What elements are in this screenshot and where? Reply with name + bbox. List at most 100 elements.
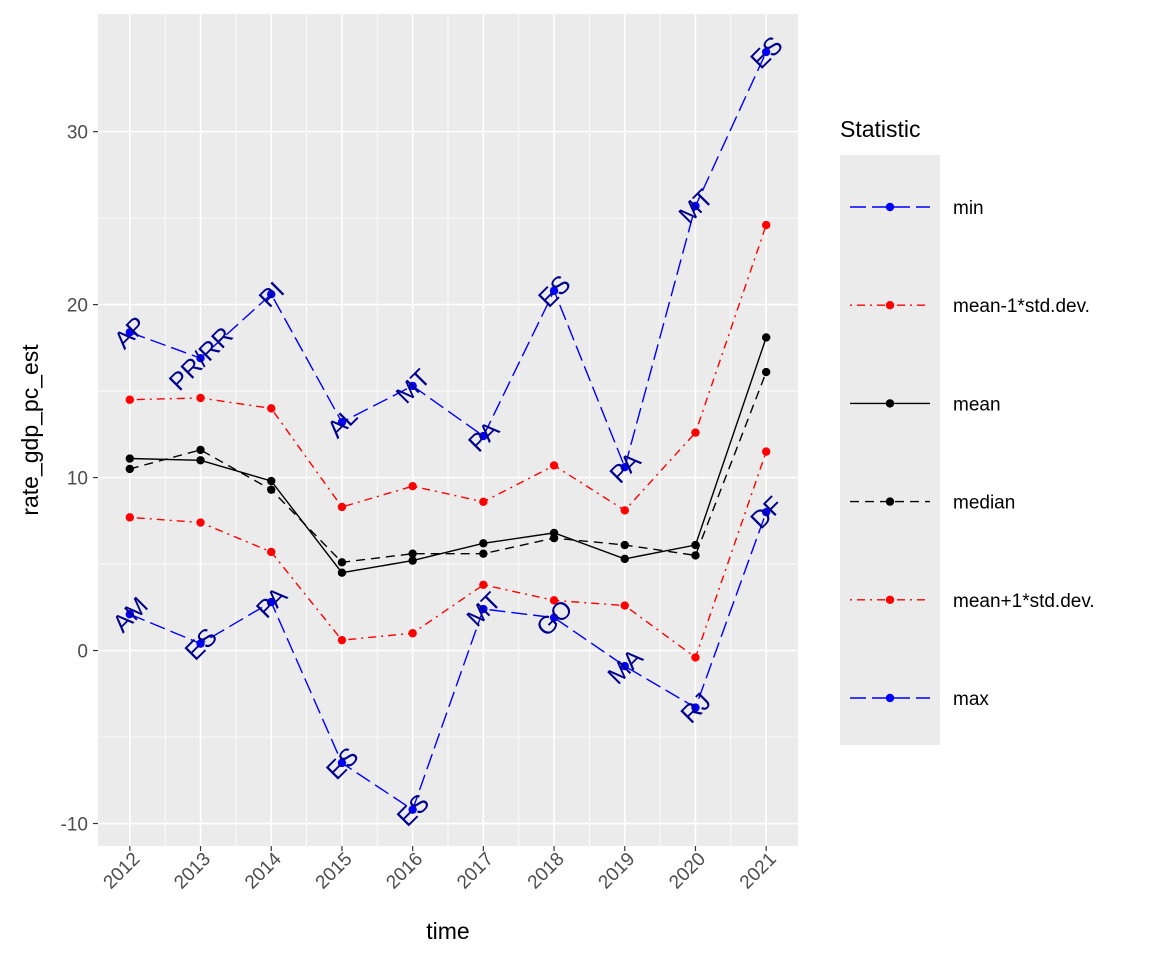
data-point-max <box>125 328 135 337</box>
data-point-mean-1-std-dev <box>267 547 276 557</box>
data-point-max <box>196 354 205 363</box>
legend: Statistic min mean-1*std.dev. mean median me… <box>840 116 1095 745</box>
data-point-mean <box>125 454 135 463</box>
data-point-max <box>620 462 629 472</box>
legend-label-min: min <box>953 198 984 219</box>
data-point-min <box>620 661 629 671</box>
data-point-median <box>479 549 488 558</box>
data-point-min <box>761 507 771 517</box>
data-point-min <box>549 613 559 622</box>
y-tick-label: 20 <box>67 296 88 317</box>
x-tick-label: 2018 <box>524 849 569 894</box>
series-line-median <box>129 371 767 564</box>
y-axis-title: rate_gdp_pc_est <box>17 344 43 516</box>
data-point-mean-1-std-dev <box>125 395 135 404</box>
data-point-min <box>267 597 276 607</box>
data-point-mean <box>408 556 417 565</box>
data-point-median <box>408 549 417 558</box>
y-axis: -10 0 10 20 30 <box>61 123 98 836</box>
series-layer <box>129 51 767 811</box>
series-line-max <box>129 51 767 470</box>
legend-key-point <box>885 301 895 310</box>
data-point-mean <box>761 333 771 342</box>
legend-label-mean-1-std-dev: mean-1*std.dev. <box>953 296 1090 317</box>
data-point-mean <box>691 540 700 550</box>
points-layer <box>125 47 771 814</box>
data-point-min <box>691 703 700 712</box>
legend-title: Statistic <box>840 116 921 142</box>
data-point-min <box>337 758 347 768</box>
y-tick-label: 10 <box>67 469 88 490</box>
legend-key-point <box>885 595 895 604</box>
data-point-mean <box>620 554 629 564</box>
data-point-median <box>691 551 700 560</box>
data-point-max <box>408 381 417 391</box>
data-point-mean-1-std-dev <box>761 220 771 230</box>
legend-label-mean: mean <box>953 394 1001 415</box>
major-gridlines <box>98 14 798 846</box>
data-point-max <box>691 201 700 211</box>
data-point-min <box>196 639 205 648</box>
minor-gridlines <box>98 14 798 846</box>
x-tick-label: 2017 <box>453 849 498 894</box>
data-point-max <box>479 431 488 441</box>
x-axis: 2012 2013 2014 2015 2016 2017 2018 2019 2020 2021 <box>100 846 781 893</box>
legend-key-point <box>885 202 895 212</box>
data-point-median <box>125 464 135 474</box>
data-point-mean-1-std-dev <box>620 601 629 610</box>
legend-key-point <box>885 399 895 408</box>
data-point-mean-1-std-dev <box>408 482 417 491</box>
legend-key-point <box>885 497 895 506</box>
data-point-mean-1-std-dev <box>125 513 135 522</box>
x-tick-label: 2019 <box>595 849 640 894</box>
data-point-mean-1-std-dev <box>408 629 417 638</box>
y-tick-label: -10 <box>61 815 88 836</box>
data-point-mean <box>337 568 347 577</box>
data-point-mean-1-std-dev <box>691 653 700 662</box>
data-point-mean-1-std-dev <box>337 502 347 512</box>
data-point-min <box>479 604 488 614</box>
data-point-mean-1-std-dev <box>691 428 700 437</box>
series-line-mean-1-std-dev <box>129 224 767 512</box>
data-point-mean-1-std-dev <box>549 596 559 605</box>
x-axis-title: time <box>426 918 469 944</box>
legend-key-background <box>840 155 940 745</box>
data-point-max <box>549 286 559 295</box>
data-point-mean <box>267 476 276 486</box>
data-point-mean-1-std-dev <box>620 506 629 515</box>
data-point-mean-1-std-dev <box>479 497 488 506</box>
data-point-mean <box>196 456 205 465</box>
data-point-median <box>267 485 276 494</box>
data-point-mean-1-std-dev <box>337 635 347 645</box>
x-tick-label: 2021 <box>736 849 781 894</box>
series-line-min <box>129 511 767 811</box>
data-point-mean-1-std-dev <box>479 580 488 590</box>
data-point-mean-1-std-dev <box>196 393 205 403</box>
legend-label-mean-1-std-dev: mean+1*std.dev. <box>953 591 1095 612</box>
x-tick-label: 2015 <box>312 849 357 894</box>
data-point-max <box>761 47 771 57</box>
x-tick-label: 2013 <box>170 849 215 894</box>
series-line-mean <box>129 337 767 574</box>
data-point-median <box>620 540 629 550</box>
data-point-mean-1-std-dev <box>761 447 771 456</box>
x-tick-label: 2012 <box>100 849 145 894</box>
x-tick-label: 2020 <box>665 849 710 894</box>
y-tick-label: 0 <box>77 642 88 663</box>
data-point-min <box>125 610 135 619</box>
legend-key-point <box>885 693 895 703</box>
series-line-mean-1-std-dev <box>129 451 767 659</box>
data-point-mean-1-std-dev <box>267 404 276 413</box>
data-point-mean-1-std-dev <box>549 461 559 470</box>
data-point-mean <box>479 539 488 548</box>
data-point-min <box>408 805 417 814</box>
data-point-median <box>337 558 347 567</box>
y-tick-label: 30 <box>67 123 88 144</box>
x-tick-label: 2014 <box>241 848 286 893</box>
data-point-median <box>196 445 205 455</box>
legend-label-max: max <box>953 689 989 710</box>
legend-label-median: median <box>953 493 1015 514</box>
data-point-max <box>267 290 276 299</box>
data-point-mean-1-std-dev <box>196 518 205 527</box>
